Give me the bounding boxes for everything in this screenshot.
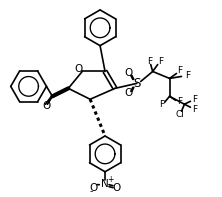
Text: O: O: [42, 101, 51, 111]
Text: F: F: [177, 66, 182, 75]
Text: -: -: [89, 187, 93, 196]
Text: O: O: [74, 64, 82, 74]
Text: F: F: [147, 57, 152, 66]
Text: F: F: [159, 100, 164, 109]
Text: F: F: [192, 95, 197, 104]
Text: F: F: [158, 57, 163, 66]
Text: O: O: [125, 88, 133, 98]
Text: F: F: [185, 71, 190, 80]
Text: O: O: [113, 183, 121, 193]
Text: S: S: [133, 77, 141, 90]
Text: +: +: [107, 175, 113, 184]
Text: F: F: [177, 97, 182, 106]
Text: O: O: [125, 69, 133, 78]
Text: N: N: [101, 179, 109, 189]
Text: Cl: Cl: [175, 110, 184, 119]
Text: O: O: [89, 183, 97, 193]
Text: F: F: [192, 105, 197, 114]
